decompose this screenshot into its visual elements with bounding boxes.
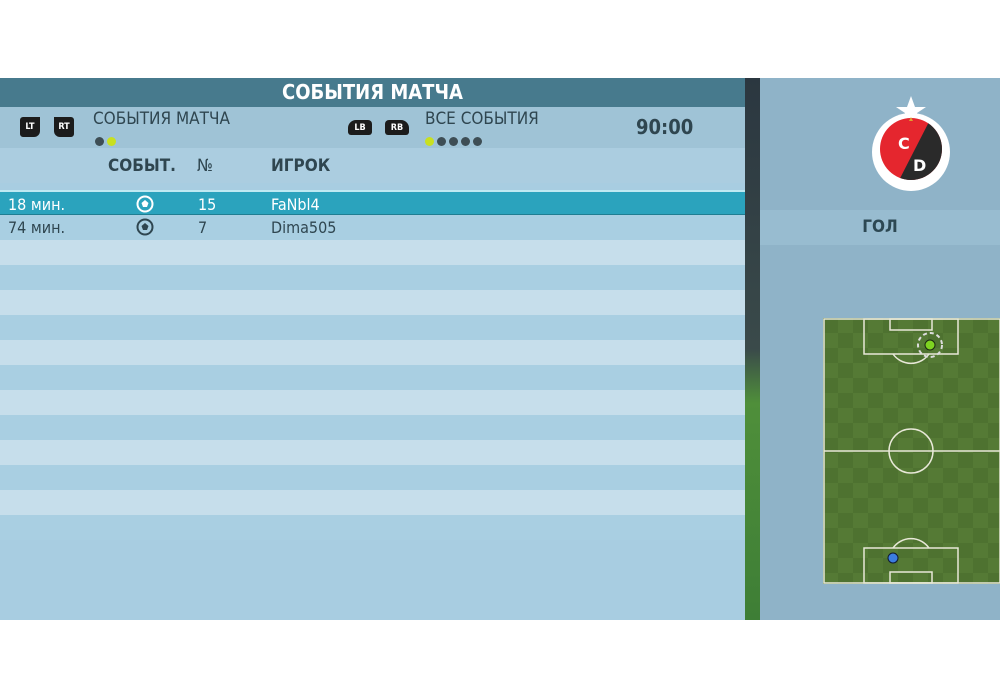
filter-right-dots <box>425 131 485 150</box>
rt-button[interactable]: RT <box>54 117 74 137</box>
event-detail-panel: C D ГОЛ <box>760 78 1000 620</box>
team-crest: C D <box>872 96 950 191</box>
list-stripe <box>0 290 745 315</box>
svg-text:C: C <box>898 134 910 153</box>
list-stripe <box>0 415 745 440</box>
list-stripe <box>0 340 745 365</box>
event-minute: 18 мин. <box>8 195 66 214</box>
list-stripe <box>0 490 745 515</box>
column-number: № <box>197 156 213 176</box>
match-time: 90:00 <box>636 115 694 139</box>
list-stripe <box>0 265 745 290</box>
pitch-map <box>823 318 1000 584</box>
list-stripe <box>0 515 745 540</box>
events-panel: СОБЫТИЯ МАТЧА LT RT СОБЫТИЯ МАТЧА LB RB … <box>0 78 745 620</box>
list-stripe <box>0 240 745 265</box>
list-stripe <box>0 215 745 240</box>
event-player: Dima505 <box>271 218 337 237</box>
filter-right-label[interactable]: ВСЕ СОБЫТИЯ <box>425 109 539 129</box>
page-title: СОБЫТИЯ МАТЧА <box>0 78 745 107</box>
lt-button[interactable]: LT <box>20 117 40 137</box>
filter-bar: LT RT СОБЫТИЯ МАТЧА LB RB ВСЕ СОБЫТИЯ 90… <box>0 107 745 148</box>
ball-icon <box>136 195 154 220</box>
list-stripe <box>0 465 745 490</box>
event-number: 15 <box>198 195 217 214</box>
svg-text:D: D <box>913 156 926 175</box>
event-type-label: ГОЛ <box>760 210 1000 245</box>
filter-left-label[interactable]: СОБЫТИЯ МАТЧА <box>93 109 230 129</box>
event-player: FaNbl4 <box>271 195 320 214</box>
filter-left-dots <box>95 131 119 150</box>
column-event: СОБЫТ. <box>108 156 176 176</box>
column-header: СОБЫТ. № ИГРОК <box>0 148 745 183</box>
rb-button[interactable]: RB <box>385 120 409 135</box>
stadium-background <box>745 78 760 620</box>
page-dot <box>461 137 470 146</box>
lb-button[interactable]: LB <box>348 120 372 135</box>
scorer-marker <box>924 339 936 351</box>
list-stripe <box>0 390 745 415</box>
column-player: ИГРОК <box>271 156 331 176</box>
list-stripe <box>0 365 745 390</box>
page-dot <box>95 137 104 146</box>
list-stripe <box>0 440 745 465</box>
event-row[interactable]: 18 мин. 15 FaNbl4 <box>0 190 745 215</box>
list-stripe <box>0 315 745 340</box>
event-minute: 74 мин. <box>8 218 66 237</box>
page-dot <box>473 137 482 146</box>
assist-marker <box>887 552 899 564</box>
page-dot <box>449 137 458 146</box>
page-dot <box>107 137 116 146</box>
page-dot <box>425 137 434 146</box>
page-dot <box>437 137 446 146</box>
ball-icon <box>136 218 154 243</box>
event-number: 7 <box>198 218 208 237</box>
event-row[interactable]: 74 мин. 7 Dima505 <box>0 215 745 240</box>
